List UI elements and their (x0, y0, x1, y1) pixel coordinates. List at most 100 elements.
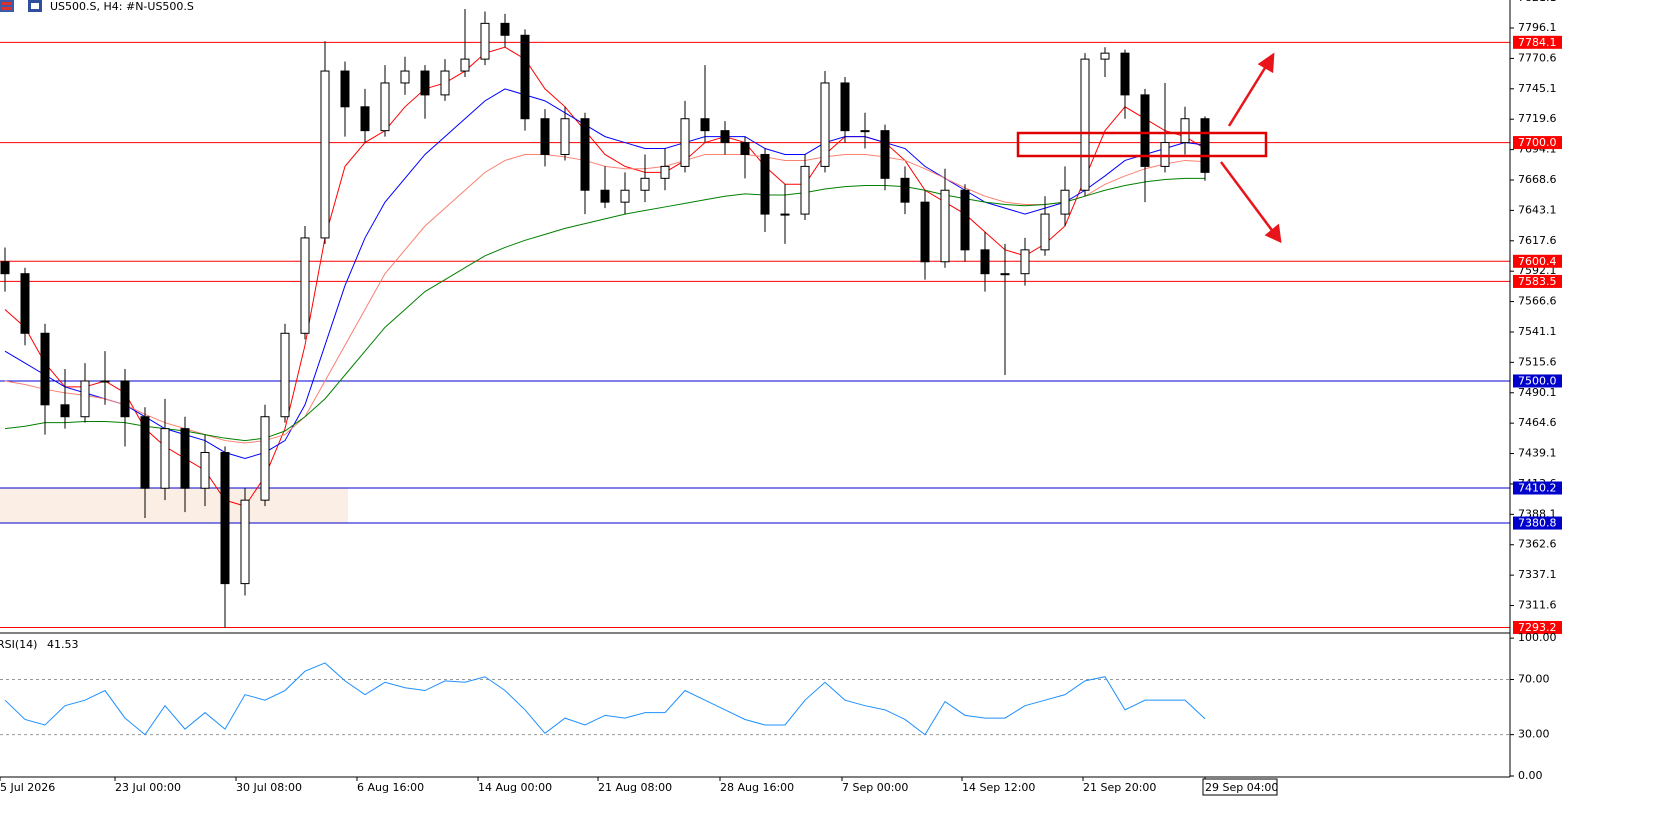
candle-body (920, 201, 930, 263)
x-tick-label: 7 Sep 00:00 (842, 781, 908, 794)
icon (2, 2, 12, 5)
level-tag (1513, 374, 1562, 388)
moving-average (4, 177, 1205, 442)
level-tag (1513, 620, 1562, 634)
rsi-title: RSI(14) (0, 638, 37, 651)
candle-body (880, 130, 890, 179)
y-tick-label: 7464.6 (1518, 416, 1557, 429)
candle-body (460, 58, 470, 72)
x-tick-label: 6 Aug 16:00 (357, 781, 424, 794)
level-tag (1513, 516, 1562, 530)
candle-body (700, 118, 710, 132)
candle-body (1000, 273, 1010, 276)
axis-layer: 7821.17796.17770.67745.17719.67694.17668… (0, 0, 1562, 796)
y-tick-label: 7796.1 (1518, 21, 1557, 34)
candle-body (260, 416, 270, 501)
rsi-value: 41.53 (47, 638, 79, 651)
candle-body (300, 237, 310, 334)
candle-body (980, 249, 990, 275)
x-tick-label: 14 Sep 12:00 (962, 781, 1035, 794)
candle-body (200, 451, 210, 489)
y-tick-label: 7566.6 (1518, 295, 1557, 308)
candle-body (180, 428, 190, 489)
candle-body (280, 332, 290, 418)
candle-body (600, 189, 610, 203)
candle-body (1020, 249, 1030, 275)
candle-body (400, 70, 410, 84)
level-tag (1513, 481, 1562, 495)
x-tick-label: 23 Jul 00:00 (115, 781, 181, 794)
candle-body (660, 165, 670, 179)
level-tag (1513, 35, 1562, 49)
candle-body (340, 70, 350, 108)
y-tick-label: 7311.6 (1518, 599, 1557, 612)
arrow-head (1257, 52, 1275, 74)
rsi-tick-label: 30.00 (1518, 728, 1550, 741)
rsi-tick-label: 0.00 (1518, 769, 1543, 782)
candle-body (620, 189, 630, 203)
candle-body (320, 70, 330, 239)
candle-body (220, 451, 230, 585)
candle-body (800, 165, 810, 215)
x-tick-label: 30 Jul 08:00 (236, 781, 302, 794)
x-tick-box (1202, 778, 1278, 796)
y-tick-label: 7770.6 (1518, 51, 1557, 64)
level-label: 7700.0 (1518, 136, 1557, 149)
candle-body (1060, 189, 1070, 215)
arrow-up (1227, 62, 1270, 127)
y-tick-label: 7490.1 (1518, 386, 1557, 399)
candle-body (240, 499, 250, 585)
level-tag (1513, 254, 1562, 268)
level-tag (1513, 136, 1562, 150)
y-tick-label: 7617.6 (1518, 234, 1557, 247)
candle-body (820, 82, 830, 167)
level-label: 7380.8 (1518, 517, 1557, 530)
level-label: 7600.4 (1518, 255, 1557, 268)
candle-body (80, 380, 90, 418)
highlight-box (1016, 131, 1268, 158)
x-tick-label: 29 Sep 04:00 (1205, 781, 1278, 794)
candle-body (440, 70, 450, 96)
candle-body (480, 22, 490, 60)
zone (0, 488, 348, 524)
icon (31, 3, 39, 9)
chart-title: US500.S, H4: #N-US500.S (50, 0, 194, 13)
candle-body (1160, 142, 1170, 167)
level-label: 7410.2 (1518, 482, 1557, 495)
candle-body (140, 416, 150, 489)
header-icons (0, 0, 42, 12)
candle-body (360, 106, 370, 132)
rsi-line (4, 662, 1206, 736)
candle-body (1040, 213, 1050, 251)
candle-body (960, 189, 970, 251)
candle-body (1080, 58, 1090, 191)
y-tick-label: 7643.1 (1518, 203, 1557, 216)
y-tick-label: 7719.6 (1518, 112, 1557, 125)
candle-body (40, 332, 50, 406)
y-tick-label: 7541.1 (1518, 325, 1557, 338)
arrows (1219, 52, 1282, 244)
candle-body (380, 82, 390, 132)
candle-body (640, 177, 650, 191)
y-tick-label: 7745.1 (1518, 82, 1557, 95)
candle-body (20, 273, 30, 334)
candle-body (780, 213, 790, 216)
candle-body (740, 142, 750, 155)
candle-body (900, 177, 910, 203)
rsi-layer: 100.00 70.00 30.00 0.00 RSI(14) 41.53 (0, 631, 1557, 782)
candle-body (500, 22, 510, 36)
y-tick-label: 7668.6 (1518, 173, 1557, 186)
candle-body (940, 189, 950, 263)
candle-body (160, 428, 170, 489)
candle-body (120, 380, 130, 418)
candle-body (580, 118, 590, 191)
y-tick-label: 7439.1 (1518, 447, 1557, 460)
candle-body (760, 153, 770, 215)
x-tick-label: 5 Jul 2026 (0, 781, 55, 794)
rsi-tick-label: 70.00 (1518, 672, 1550, 685)
candle-body (1200, 118, 1210, 173)
candle-body (1180, 118, 1190, 144)
candle-body (1120, 52, 1130, 96)
